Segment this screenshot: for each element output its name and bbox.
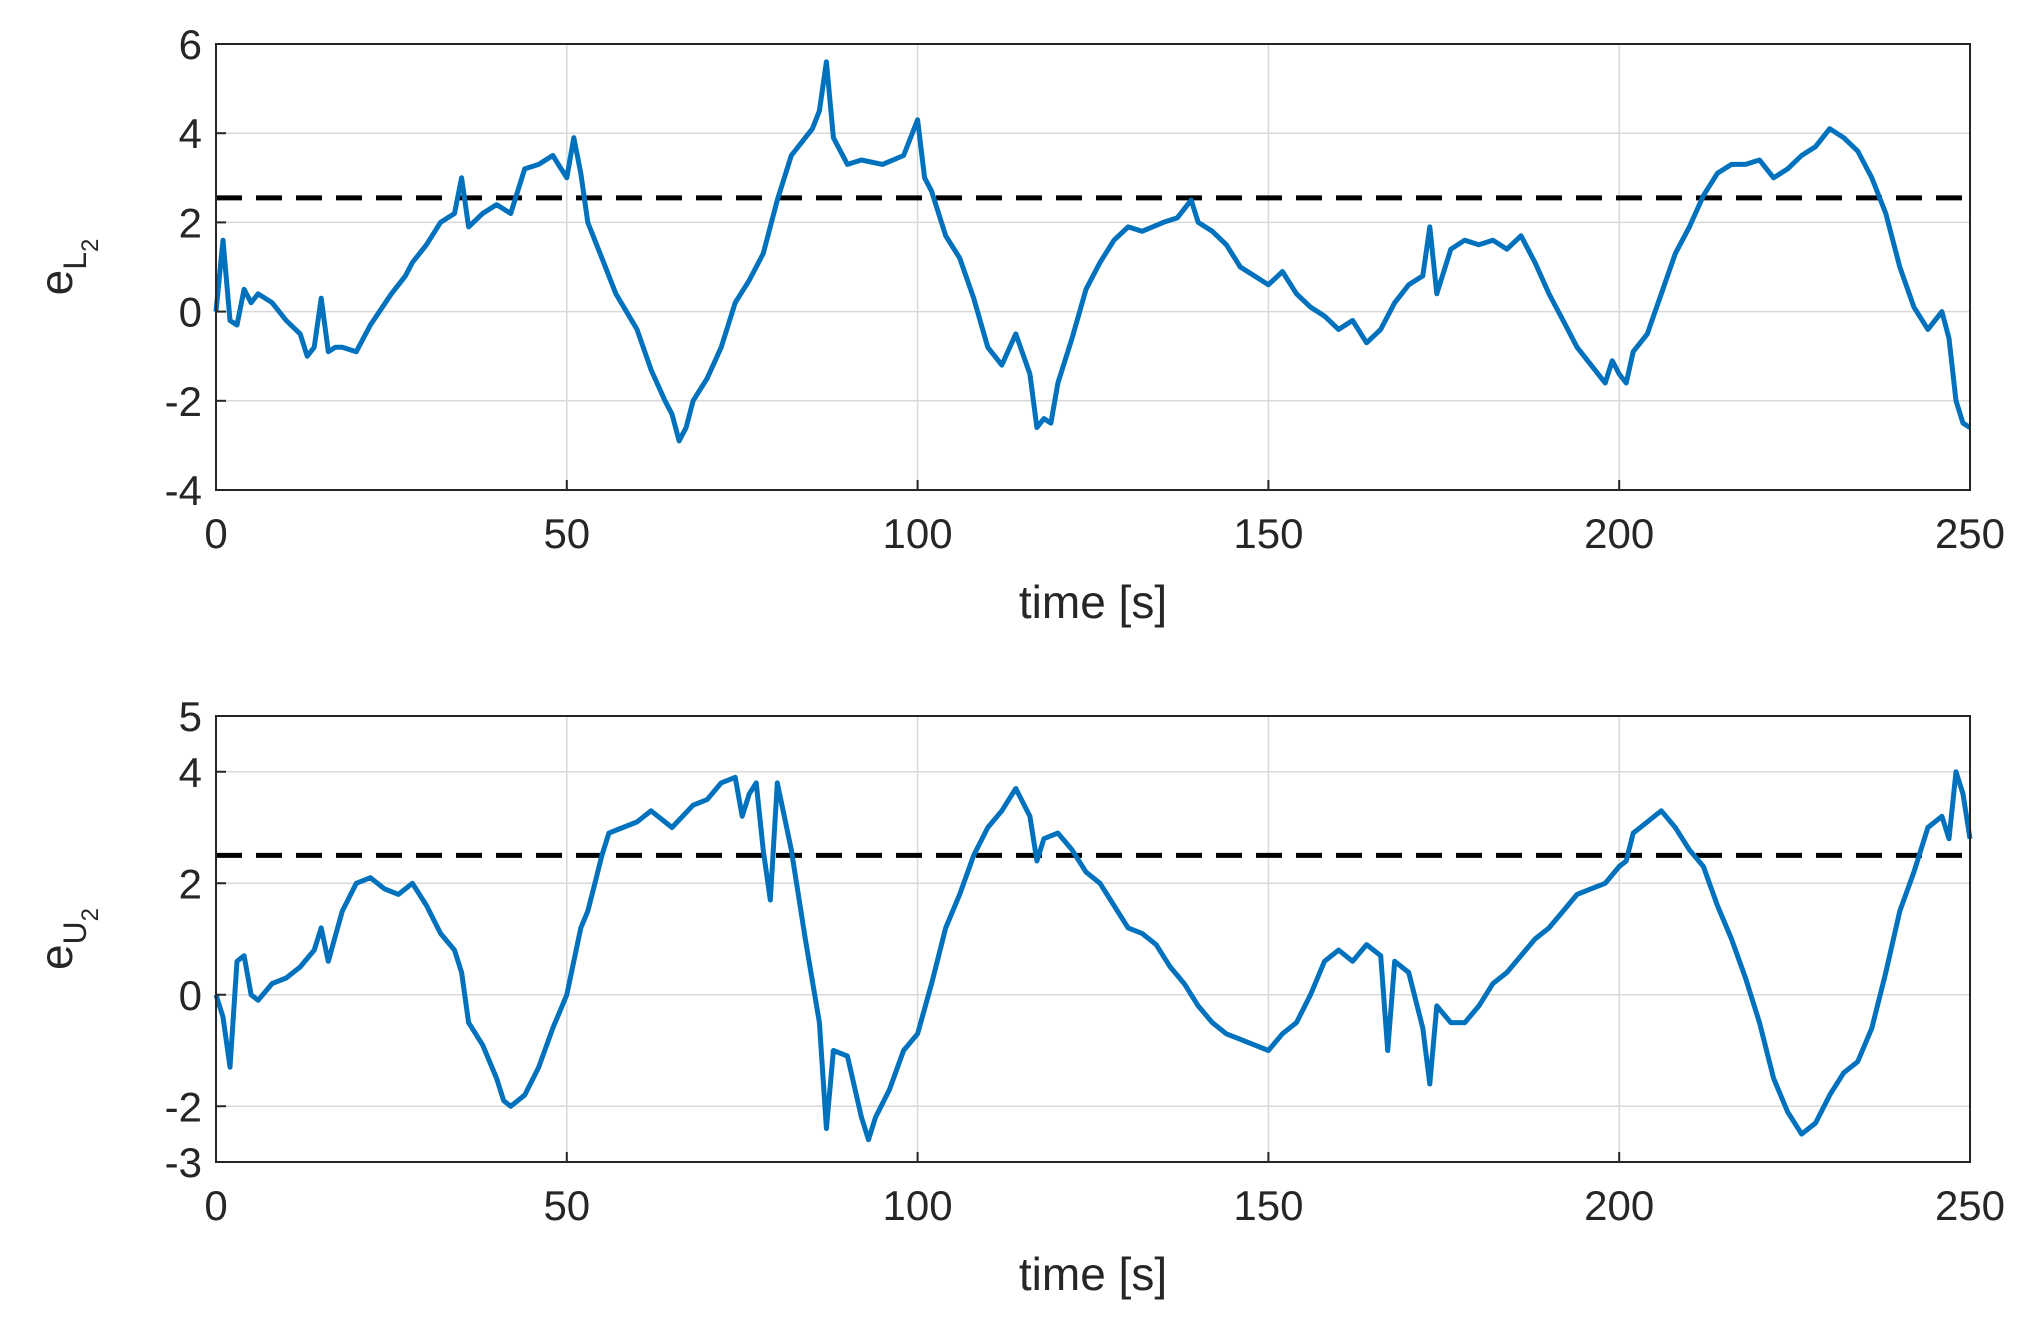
y-tick-label: -3: [165, 1139, 202, 1186]
series-line: [213, 59, 1972, 444]
x-tick-label: 150: [1233, 510, 1303, 557]
x-tick-label: 150: [1233, 1182, 1303, 1229]
x-tick-label: 250: [1935, 510, 2005, 557]
x-tick-label: 100: [883, 1182, 953, 1229]
x-tick-label: 250: [1935, 1182, 2005, 1229]
y-axis-label-sub: U: [57, 921, 93, 944]
y-axis-label-base: e: [30, 270, 82, 296]
x-axis-label: time [s]: [1019, 576, 1167, 628]
x-tick-label: 100: [883, 510, 953, 557]
plot-frame: [215, 715, 1971, 1163]
x-tick-label: 50: [543, 510, 590, 557]
y-axis-label-subsub: 2: [77, 239, 104, 252]
plot-frame: [215, 43, 1971, 491]
y-axis-label: eL2: [30, 239, 104, 296]
y-tick-label: 6: [179, 21, 202, 68]
y-tick-label: 4: [179, 110, 202, 157]
y-tick-label: 5: [179, 693, 202, 740]
y-axis-label-subsub: 2: [77, 908, 104, 921]
y-axis-label-sub: L: [57, 252, 93, 270]
x-tick-label: 0: [204, 1182, 227, 1229]
x-tick-label: 200: [1584, 1182, 1654, 1229]
y-tick-label: 0: [179, 972, 202, 1019]
y-axis-label: eU2: [30, 908, 104, 970]
x-tick-label: 50: [543, 1182, 590, 1229]
y-tick-label: 4: [179, 749, 202, 796]
y-tick-label: -2: [165, 378, 202, 425]
y-tick-label: -4: [165, 467, 202, 514]
y-tick-label: 0: [179, 289, 202, 336]
x-tick-labels: 0 50 100 150 200 250: [204, 1152, 2005, 1229]
series-line: [213, 769, 1973, 1143]
x-tick-label: 200: [1584, 510, 1654, 557]
x-tick-labels: 0 50 100 150 200 250: [204, 480, 2005, 557]
y-axis-label-base: e: [30, 944, 82, 970]
x-axis-label: time [s]: [1019, 1248, 1167, 1300]
y-tick-label: 2: [179, 860, 202, 907]
y-tick-label: -2: [165, 1083, 202, 1130]
grid: [216, 716, 1970, 1162]
grid: [216, 44, 1970, 490]
x-tick-label: 0: [204, 510, 227, 557]
y-tick-labels: -4 -2 0 2 4 6: [165, 21, 226, 514]
y-tick-labels: -3 -2 0 2 4 5: [165, 693, 226, 1186]
y-tick-label: 2: [179, 199, 202, 246]
